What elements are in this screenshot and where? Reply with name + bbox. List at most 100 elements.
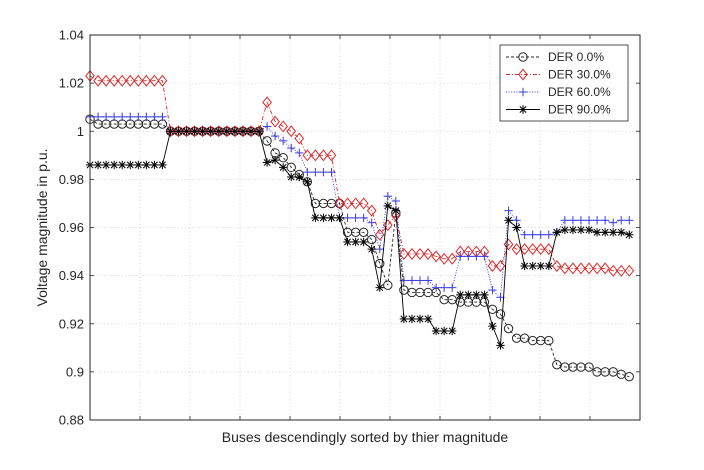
data-point bbox=[375, 244, 384, 254]
series-der-30-0- bbox=[85, 69, 635, 277]
data-point bbox=[359, 213, 368, 223]
legend-label: DER 0.0% bbox=[548, 50, 604, 64]
data-point bbox=[527, 243, 538, 256]
data-point bbox=[262, 136, 272, 146]
data-point bbox=[343, 237, 352, 247]
legend-label: DER 90.0% bbox=[548, 103, 611, 117]
data-point bbox=[520, 261, 529, 271]
data-point bbox=[519, 243, 530, 256]
data-point bbox=[503, 238, 514, 251]
data-point bbox=[327, 167, 336, 177]
data-point bbox=[592, 262, 602, 275]
data-point bbox=[576, 225, 586, 235]
data-point bbox=[287, 172, 296, 182]
data-point bbox=[544, 230, 553, 239]
data-point bbox=[303, 177, 312, 186]
data-point bbox=[584, 225, 594, 235]
data-point bbox=[472, 252, 481, 261]
data-point bbox=[134, 160, 143, 170]
data-point bbox=[358, 197, 369, 210]
grid bbox=[90, 35, 640, 420]
data-point bbox=[367, 244, 376, 254]
data-point bbox=[391, 196, 401, 206]
data-point bbox=[488, 321, 497, 331]
data-point bbox=[600, 228, 610, 237]
data-point bbox=[592, 228, 602, 237]
data-point bbox=[213, 125, 224, 138]
data-point bbox=[117, 160, 127, 170]
data-point bbox=[544, 335, 554, 346]
data-point bbox=[624, 264, 635, 277]
data-point bbox=[584, 216, 594, 225]
data-point bbox=[518, 68, 528, 81]
data-point bbox=[487, 260, 498, 272]
data-point bbox=[518, 52, 528, 62]
data-point bbox=[303, 167, 312, 177]
data-point bbox=[415, 314, 425, 324]
data-point bbox=[310, 149, 321, 162]
data-point bbox=[552, 228, 562, 237]
data-point bbox=[334, 197, 345, 210]
data-point bbox=[311, 213, 320, 223]
data-point bbox=[327, 213, 336, 223]
data-point bbox=[439, 326, 449, 336]
data-point bbox=[311, 167, 320, 177]
data-point bbox=[101, 160, 111, 170]
data-point bbox=[423, 276, 433, 285]
data-point bbox=[617, 216, 626, 225]
data-point bbox=[198, 127, 207, 136]
data-point bbox=[488, 285, 497, 295]
data-point bbox=[608, 228, 618, 237]
legend-label: DER 30.0% bbox=[548, 68, 611, 82]
data-point bbox=[158, 112, 167, 122]
data-point bbox=[518, 87, 528, 97]
data-point bbox=[230, 125, 240, 138]
data-point bbox=[399, 314, 409, 324]
data-point bbox=[254, 127, 264, 136]
series-der-90-0- bbox=[85, 127, 634, 350]
data-point bbox=[512, 216, 521, 225]
data-point bbox=[503, 323, 514, 334]
data-point bbox=[166, 127, 175, 136]
data-point bbox=[295, 172, 304, 182]
data-point bbox=[238, 125, 248, 138]
data-point bbox=[382, 219, 393, 232]
series-layer bbox=[85, 69, 635, 382]
data-point bbox=[512, 223, 521, 232]
data-point bbox=[278, 120, 289, 133]
data-point bbox=[214, 127, 223, 136]
data-point bbox=[157, 74, 168, 87]
data-point bbox=[456, 290, 465, 300]
data-point bbox=[270, 115, 280, 128]
data-point bbox=[536, 261, 545, 271]
data-point bbox=[101, 74, 111, 87]
y-tick-label: 0.9 bbox=[66, 364, 84, 379]
data-point bbox=[278, 136, 288, 146]
data-point bbox=[318, 149, 329, 162]
data-point bbox=[109, 74, 119, 87]
data-point bbox=[439, 283, 449, 292]
data-point bbox=[142, 160, 151, 170]
data-point bbox=[568, 262, 578, 275]
data-point bbox=[391, 206, 401, 215]
y-tick-label: 1 bbox=[77, 124, 84, 139]
data-point bbox=[399, 247, 409, 260]
data-point bbox=[142, 112, 151, 122]
data-point bbox=[109, 160, 119, 170]
data-point bbox=[126, 160, 135, 170]
data-point bbox=[93, 160, 103, 170]
data-point bbox=[439, 252, 449, 265]
data-point bbox=[568, 216, 578, 225]
data-point bbox=[495, 309, 506, 319]
data-point bbox=[551, 260, 562, 272]
data-point bbox=[383, 201, 393, 211]
data-point bbox=[480, 290, 489, 300]
data-point bbox=[270, 155, 280, 165]
data-point bbox=[518, 105, 528, 114]
data-point bbox=[351, 237, 360, 247]
data-point bbox=[134, 112, 143, 122]
data-point bbox=[375, 258, 385, 269]
data-point bbox=[294, 132, 305, 145]
data-point bbox=[383, 280, 393, 290]
data-point bbox=[262, 158, 272, 167]
